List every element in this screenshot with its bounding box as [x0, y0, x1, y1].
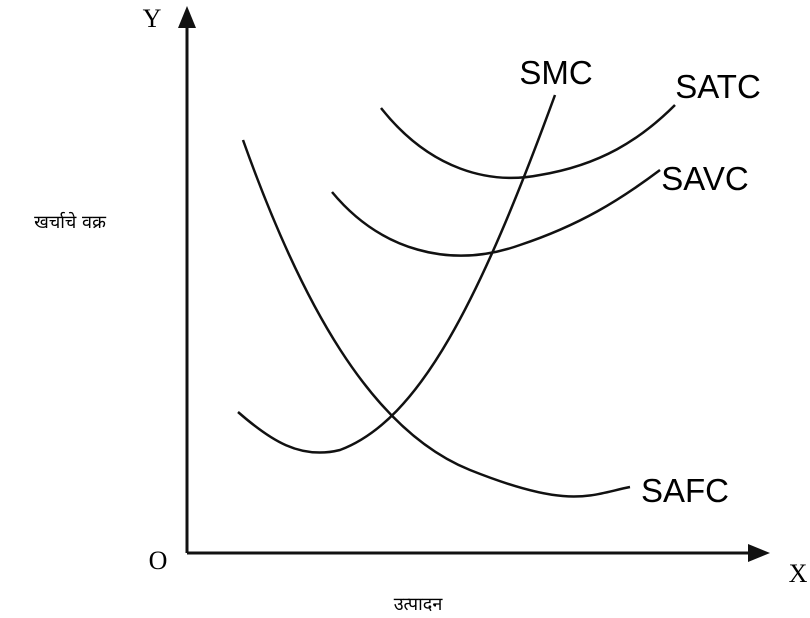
satc-curve — [380, 104, 676, 180]
x-axis-letter: X — [789, 559, 808, 588]
curve-label: SAVC — [661, 160, 748, 197]
smc-curve — [237, 94, 557, 454]
y-axis-label: खर्चाचे वक्र — [34, 211, 107, 233]
x-axis-label: उत्पादन — [394, 594, 444, 615]
curve-label: SAFC — [641, 472, 729, 509]
y-axis-letter: Y — [143, 4, 162, 33]
savc-curve — [331, 168, 661, 257]
safc-curve — [241, 139, 631, 498]
y-arrow — [178, 6, 196, 28]
origin-label: O — [149, 546, 168, 575]
x-arrow — [748, 544, 770, 562]
curve-label: SATC — [675, 68, 761, 105]
curve-label: SMC — [519, 54, 592, 91]
